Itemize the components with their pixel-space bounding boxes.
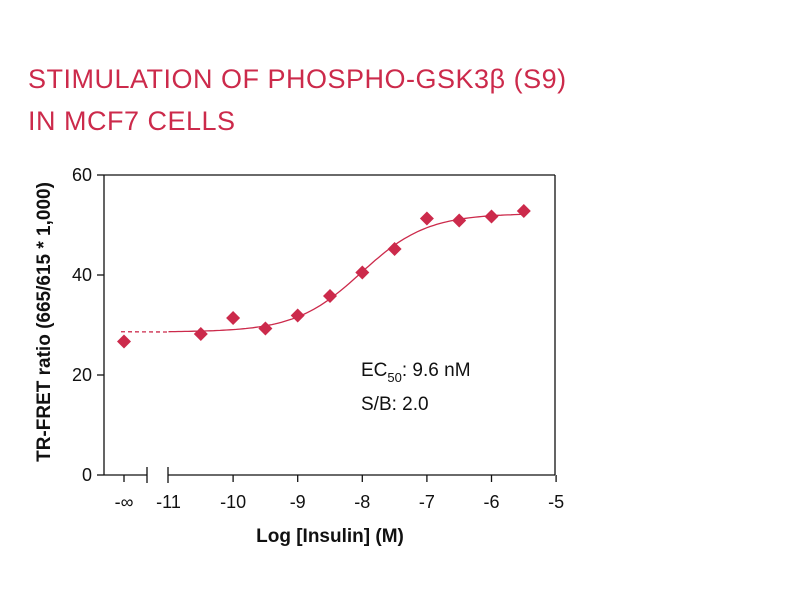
data-point xyxy=(452,213,467,228)
data-point xyxy=(419,211,434,226)
ec50-annotation: EC50: 9.6 nM xyxy=(361,360,471,385)
data-point xyxy=(323,289,337,303)
x-tick-label: -11 xyxy=(156,492,181,512)
chart-title-line-2: IN MCF7 CELLS xyxy=(28,106,236,136)
data-point xyxy=(516,204,531,218)
chart-axes: 0 20 40 60 -∞ -11 -10 -9 -8 -7 -6 -5 xyxy=(72,165,564,512)
y-tick-label: 20 xyxy=(72,365,92,385)
y-tick-label: 0 xyxy=(82,465,92,485)
data-points-group xyxy=(117,204,531,349)
x-tick-label: -∞ xyxy=(115,492,134,512)
x-tick-label: -7 xyxy=(419,492,435,512)
y-axis-title: TR-FRET ratio (665/615 * 1,000) xyxy=(34,182,55,462)
data-point xyxy=(484,209,499,224)
data-point xyxy=(117,334,131,349)
ec50-prefix: EC xyxy=(361,360,387,381)
chart-labels: Log [Insulin] (M) TR-FRET ratio (665/615… xyxy=(34,182,471,547)
chart-title-line-1: STIMULATION OF PHOSPHO-GSK3β (S9) xyxy=(28,64,567,94)
data-point xyxy=(387,242,402,256)
x-tick-label: -6 xyxy=(483,492,499,512)
data-point xyxy=(290,308,305,323)
x-tick-label: -8 xyxy=(354,492,370,512)
x-tick-label: -5 xyxy=(548,492,564,512)
x-tick-label: -9 xyxy=(290,492,306,512)
data-point xyxy=(226,311,241,325)
fit-curve xyxy=(168,213,524,333)
data-point xyxy=(193,327,208,341)
x-axis-title: Log [Insulin] (M) xyxy=(256,526,404,547)
data-point xyxy=(355,265,370,280)
fit-curve-group xyxy=(120,213,524,333)
ec50-value: : 9.6 nM xyxy=(402,360,471,381)
y-tick-label: 40 xyxy=(72,265,92,285)
signal-background-annotation: S/B: 2.0 xyxy=(361,394,429,415)
y-tick-label: 60 xyxy=(72,165,92,185)
ec50-subscript: 50 xyxy=(387,370,401,385)
data-point xyxy=(258,321,273,336)
x-tick-label: -10 xyxy=(220,492,246,512)
